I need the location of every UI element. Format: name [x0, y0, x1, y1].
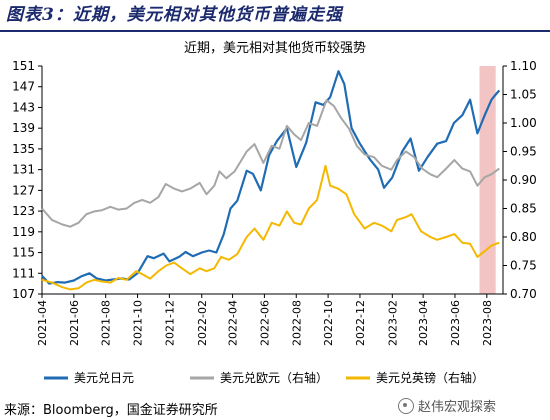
x-tick-label: 2022-08 — [290, 300, 303, 346]
chart-title: 近期，美元相对其他货币较强势 — [184, 40, 366, 56]
x-tick-label: 2021-08 — [100, 300, 113, 346]
x-tick-label: 2021-12 — [163, 300, 176, 346]
chart-svg: 近期，美元相对其他货币较强势 107 111 115 119 123 127 131 135 13… — [12, 40, 537, 385]
x-tick-label: 2023-08 — [481, 300, 494, 346]
legend-label-3: 美元兑英镑（右轴） — [376, 370, 484, 385]
left-tick-label: 143 — [12, 100, 35, 114]
x-tick-label: 2021-06 — [68, 300, 81, 346]
right-tick-label: 0.80 — [510, 230, 537, 244]
left-tick-label: 131 — [12, 163, 35, 177]
x-tick-label: 2022-04 — [227, 300, 240, 346]
source-note: 来源：Bloomberg，国金证券研究所 — [4, 403, 218, 418]
left-tick-label: 139 — [12, 121, 35, 135]
left-tick-label: 151 — [12, 59, 35, 73]
left-tick-label: 115 — [12, 246, 35, 260]
left-tick-label: 135 — [12, 142, 35, 156]
right-tick-label: 0.90 — [510, 173, 537, 187]
x-tick-label: 2021-10 — [132, 300, 145, 346]
legend-label-2: 美元兑欧元（右轴） — [220, 370, 328, 385]
left-tick-label: 111 — [12, 266, 35, 280]
x-tick-label: 2021-04 — [36, 300, 49, 346]
x-tick-label: 2022-06 — [258, 300, 271, 346]
legend-label-1: 美元兑日元 — [74, 371, 134, 385]
right-tick-label: 1.00 — [510, 116, 537, 130]
left-tick-label: 147 — [12, 80, 35, 94]
left-tick-label: 123 — [12, 204, 35, 218]
figure-title: 图表3：近期，美元相对其他货币普遍走强 — [6, 5, 343, 25]
left-tick-label: 119 — [12, 225, 35, 239]
x-tick-label: 2023-06 — [449, 300, 462, 346]
right-tick-label: 0.70 — [510, 287, 537, 301]
series-line-3 — [41, 164, 500, 291]
right-tick-label: 0.95 — [510, 145, 537, 159]
wechat-logo-icon — [398, 397, 414, 414]
right-tick-label: 1.10 — [510, 59, 537, 73]
title-divider — [0, 30, 550, 32]
x-tick-label: 2022-02 — [196, 300, 209, 346]
right-tick-label: 1.05 — [510, 88, 537, 102]
x-tick-label: 2023-02 — [386, 300, 399, 346]
series-line-2 — [41, 99, 500, 228]
highlight-band — [479, 66, 496, 294]
watermark: 赵伟宏观探索 — [398, 396, 496, 415]
watermark-text: 赵伟宏观探索 — [418, 400, 497, 415]
right-tick-label: 0.75 — [510, 259, 537, 273]
series-line-1 — [41, 70, 501, 285]
right-tick-label: 0.85 — [510, 202, 537, 216]
x-tick-label: 2022-12 — [354, 300, 367, 346]
left-tick-label: 127 — [12, 183, 35, 197]
x-tick-label: 2023-04 — [417, 300, 430, 346]
x-tick-label: 2022-10 — [322, 300, 335, 346]
left-tick-label: 107 — [12, 287, 35, 301]
